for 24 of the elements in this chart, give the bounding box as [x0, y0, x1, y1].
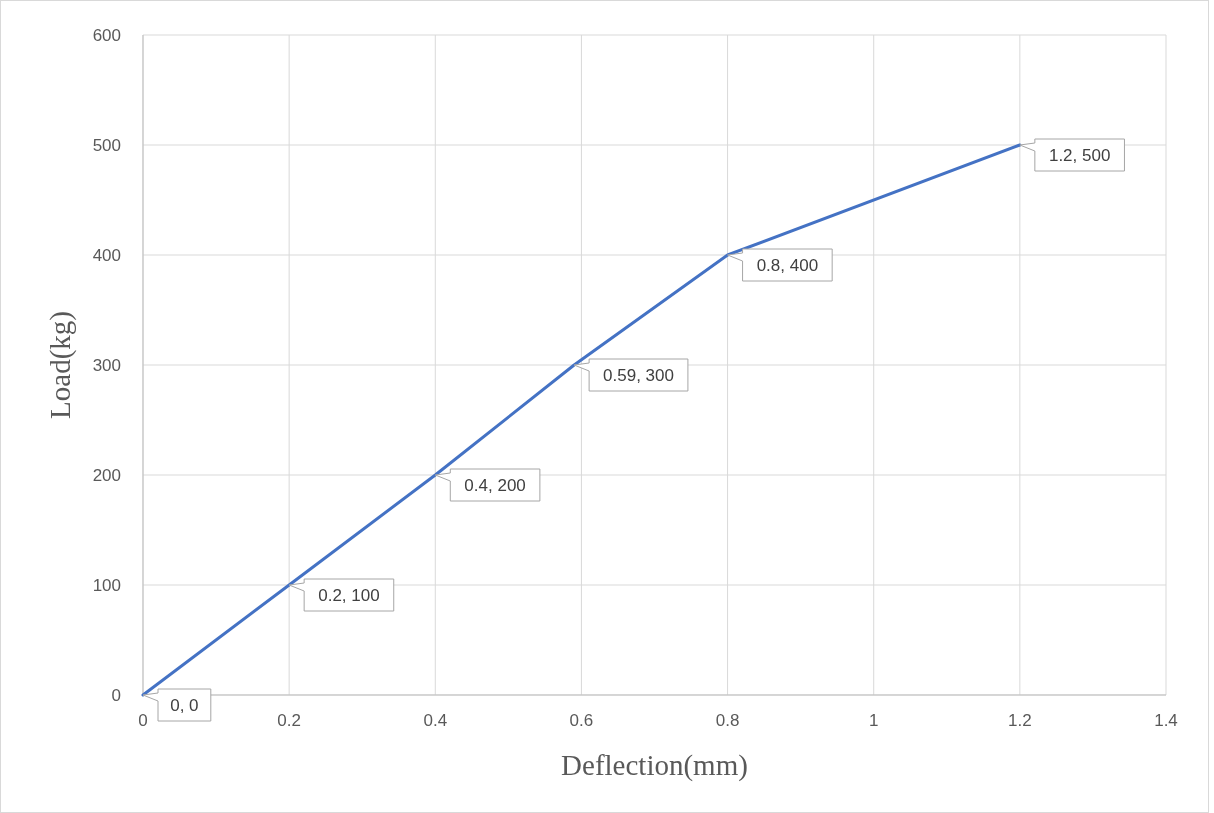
x-tick-label: 0.4	[423, 711, 448, 730]
line-series	[141, 143, 1022, 697]
y-axis-title: Load(kg)	[44, 311, 77, 419]
x-tick-label: 1.4	[1154, 711, 1178, 730]
x-axis-title: Deflection(mm)	[561, 749, 748, 782]
data-label: 0.4, 200	[464, 476, 526, 495]
x-tick-label: 0	[138, 711, 148, 730]
x-tick-label: 0.8	[715, 711, 740, 730]
y-tick-label: 500	[92, 136, 121, 155]
y-tick-label: 0	[111, 686, 121, 705]
x-tick-label: 0.6	[569, 711, 594, 730]
data-label: 0.8, 400	[756, 256, 819, 275]
data-label: 0, 0	[170, 696, 199, 715]
data-label: 1.2, 500	[1048, 146, 1111, 165]
x-tick-label: 0.2	[277, 711, 301, 730]
y-tick-label: 600	[92, 26, 121, 45]
y-tick-label: 300	[92, 356, 121, 375]
x-tick-label: 1.2	[1008, 711, 1032, 730]
y-tick-label: 400	[92, 246, 121, 265]
y-tick-label: 200	[92, 466, 121, 485]
data-label: 0.2, 100	[318, 586, 380, 605]
y-tick-label: 100	[92, 576, 121, 595]
x-tick-label: 1	[868, 711, 879, 730]
data-label: 0.59, 300	[603, 366, 674, 385]
